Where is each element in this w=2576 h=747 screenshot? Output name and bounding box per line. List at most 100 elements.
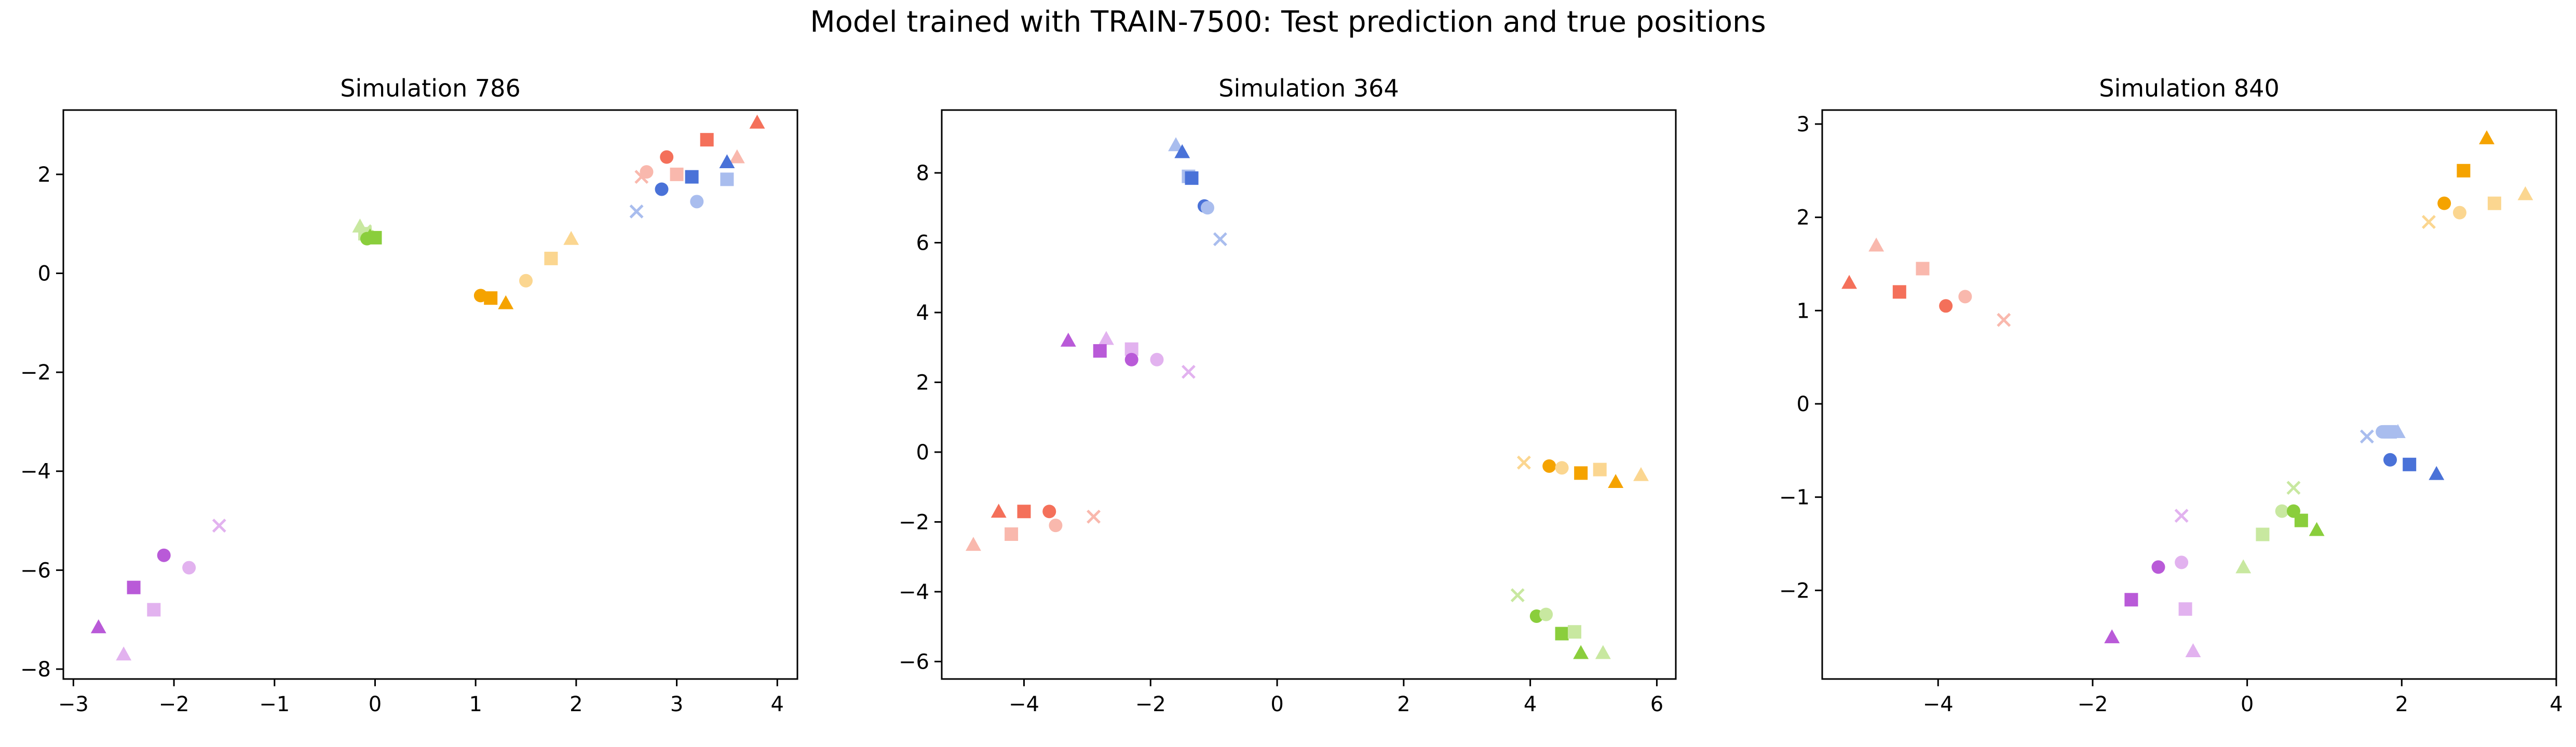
x-tick-label: 2: [1397, 692, 1410, 716]
data-point-triangle: [1595, 645, 1611, 659]
data-point-x: [1087, 509, 1101, 524]
data-point-x: [2360, 429, 2374, 444]
data-point-triangle: [749, 114, 765, 129]
data-point-circle: [1939, 299, 1953, 313]
y-tick-label: −6: [20, 559, 51, 582]
data-point-x: [1997, 313, 2011, 327]
x-tick-label: 4: [771, 692, 784, 716]
axes-frame: [941, 109, 1677, 680]
data-point-circle: [182, 561, 196, 575]
data-point-square: [2124, 593, 2138, 607]
y-tick-label: 6: [916, 232, 929, 255]
data-point-circle: [2175, 555, 2189, 569]
y-tick-label: 2: [38, 163, 51, 187]
data-point-square: [1185, 171, 1199, 185]
data-point-circle: [1150, 352, 1164, 366]
y-tick-label: −1: [1779, 486, 1810, 510]
data-point-triangle: [1608, 474, 1624, 488]
data-point-triangle: [2185, 643, 2201, 658]
x-tick-label: 1: [469, 692, 482, 716]
data-point-triangle: [1841, 275, 1858, 289]
data-point-square: [2403, 457, 2417, 471]
subplot-1: Simulation 786 −3 −2 −1 0 1 2 3 4 −8 −6 −4 −2 0 2: [20, 74, 798, 716]
data-point-square: [1892, 285, 1906, 299]
data-point-square: [1916, 262, 1930, 276]
data-point-square: [1017, 505, 1031, 519]
y-tick-label: 0: [916, 441, 929, 465]
y-tick-label: 2: [1797, 206, 1810, 230]
x-tick-label: 0: [369, 692, 382, 716]
data-point-triangle: [1060, 332, 1076, 347]
x-tick-label: 0: [2241, 692, 2254, 716]
data-point-square: [484, 291, 498, 305]
data-point-circle: [2151, 560, 2165, 574]
subplot-2: Simulation 364 −4 −2 0 2 4 6 −6 −4 −2 0 2 4 6 8: [899, 74, 1677, 716]
x-tick-label: −2: [159, 692, 189, 716]
data-point-square: [1005, 527, 1019, 541]
x-tick-label: −1: [259, 692, 290, 716]
data-point-square: [2294, 513, 2308, 527]
data-point-circle: [660, 150, 674, 164]
data-point-square: [720, 172, 734, 186]
y-tick-label: 2: [916, 371, 929, 395]
data-point-square: [1574, 466, 1588, 480]
data-point-x: [2286, 481, 2301, 495]
x-tick-label: 2: [2395, 692, 2408, 716]
data-point-x: [1181, 364, 1196, 379]
data-point-circle: [1200, 201, 1214, 215]
data-point-triangle: [2429, 466, 2445, 480]
subplot-3: Simulation 840 −4 −2 0 2 4 −2 −1 0 1 2 3: [1779, 74, 2563, 716]
data-point-square: [2457, 164, 2471, 178]
data-point-triangle: [1868, 237, 1884, 252]
data-point-circle: [2437, 196, 2451, 210]
y-tick-label: 3: [1797, 113, 1810, 137]
data-point-circle: [2383, 453, 2397, 467]
data-point-square: [1593, 463, 1607, 477]
data-point-triangle: [2309, 522, 2325, 536]
x-tick-label: 3: [670, 692, 683, 716]
data-point-x: [1510, 588, 1525, 603]
x-tick-label: −3: [58, 692, 89, 716]
y-tick-label: −8: [20, 658, 51, 682]
data-point-square: [2256, 527, 2270, 541]
x-tick-label: 2: [570, 692, 582, 716]
y-tick-label: −4: [899, 580, 929, 604]
data-point-circle: [1958, 290, 1972, 304]
data-point-triangle: [2390, 424, 2406, 438]
data-point-x: [2174, 509, 2189, 523]
y-tick-label: −4: [20, 460, 51, 484]
data-point-square: [147, 603, 161, 617]
data-point-circle: [1049, 519, 1063, 533]
data-point-triangle: [729, 149, 745, 164]
x-tick-label: 0: [1270, 692, 1283, 716]
data-point-triangle: [2479, 130, 2494, 144]
data-point-square: [1093, 344, 1107, 358]
x-tick-label: −2: [2077, 692, 2108, 716]
data-point-triangle: [719, 154, 735, 169]
data-point-circle: [2275, 504, 2289, 518]
y-tick-label: −2: [20, 361, 51, 385]
data-point-circle: [360, 232, 374, 246]
x-tick-label: −4: [1009, 692, 1039, 716]
data-point-triangle: [991, 504, 1007, 518]
y-tick-label: −6: [899, 650, 929, 674]
data-point-square: [544, 251, 558, 265]
x-tick-label: 4: [2550, 692, 2563, 716]
data-point-x: [1213, 232, 1227, 247]
data-point-triangle: [498, 295, 514, 309]
data-point-square: [2487, 196, 2501, 210]
data-point-square: [685, 170, 699, 184]
axes-frame: [1821, 109, 2557, 680]
subplot-title: Simulation 786: [340, 74, 520, 102]
data-point-square: [700, 133, 714, 147]
axes-frame: [62, 109, 798, 680]
data-point-square: [127, 580, 141, 594]
data-point-triangle: [1168, 137, 1184, 152]
x-tick-label: 6: [1650, 692, 1663, 716]
y-tick-label: 0: [38, 262, 51, 286]
data-point-x: [2421, 215, 2436, 229]
data-point-square: [1567, 625, 1581, 639]
data-point-triangle: [116, 646, 132, 661]
